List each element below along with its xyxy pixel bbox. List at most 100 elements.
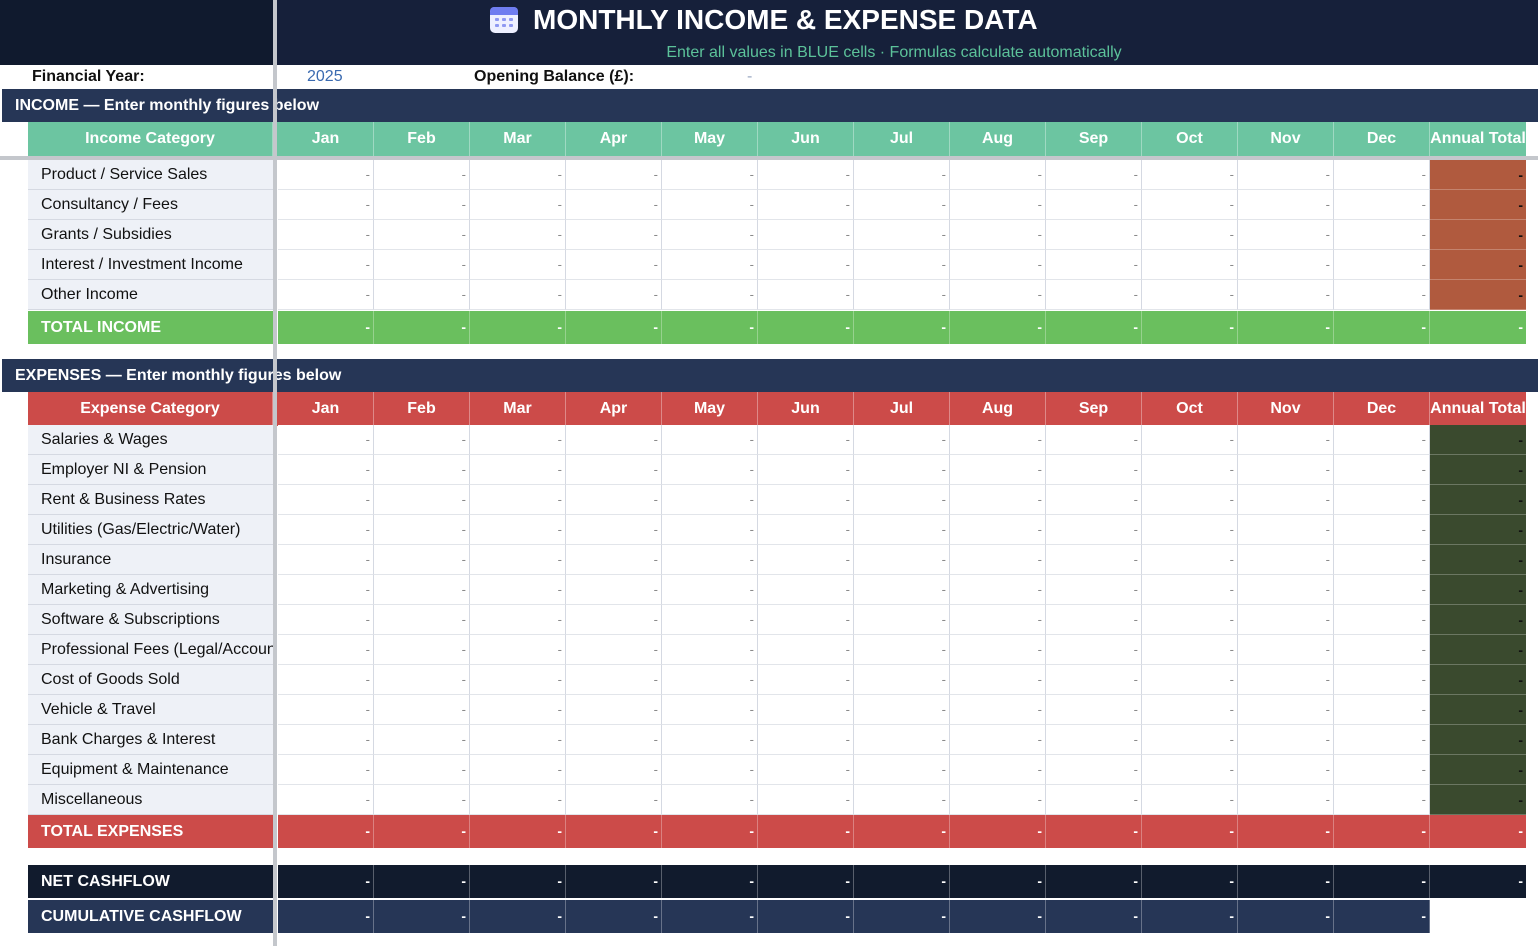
value-cell-nov[interactable]: - [1238, 425, 1334, 455]
value-cell-dec[interactable]: - [1334, 425, 1430, 455]
value-cell-sep[interactable]: - [1046, 605, 1142, 635]
value-cell-oct[interactable]: - [1142, 545, 1238, 575]
value-cell-feb[interactable]: - [374, 545, 470, 575]
value-cell-nov[interactable]: - [1238, 455, 1334, 485]
value-cell-dec[interactable]: - [1334, 695, 1430, 725]
value-cell-dec[interactable]: - [1334, 220, 1430, 250]
value-cell-jun[interactable]: - [758, 755, 854, 785]
value-cell-aug[interactable]: - [950, 515, 1046, 545]
value-cell-jan[interactable]: - [278, 755, 374, 785]
value-cell-aug[interactable]: - [950, 485, 1046, 515]
value-cell-apr[interactable]: - [566, 220, 662, 250]
value-cell-feb[interactable]: - [374, 515, 470, 545]
value-cell-oct[interactable]: - [1142, 725, 1238, 755]
value-cell-oct[interactable]: - [1142, 785, 1238, 815]
value-cell-sep[interactable]: - [1046, 575, 1142, 605]
value-cell-apr[interactable]: - [566, 515, 662, 545]
value-cell-dec[interactable]: - [1334, 755, 1430, 785]
value-cell-dec[interactable]: - [1334, 280, 1430, 310]
value-cell-jul[interactable]: - [854, 665, 950, 695]
value-cell-jan[interactable]: - [278, 455, 374, 485]
value-cell-dec[interactable]: - [1334, 455, 1430, 485]
value-cell-dec[interactable]: - [1334, 515, 1430, 545]
value-cell-nov[interactable]: - [1238, 515, 1334, 545]
value-cell-jul[interactable]: - [854, 425, 950, 455]
value-cell-apr[interactable]: - [566, 485, 662, 515]
value-cell-feb[interactable]: - [374, 695, 470, 725]
value-cell-jul[interactable]: - [854, 280, 950, 310]
value-cell-oct[interactable]: - [1142, 250, 1238, 280]
value-cell-may[interactable]: - [662, 455, 758, 485]
value-cell-nov[interactable]: - [1238, 605, 1334, 635]
value-cell-jan[interactable]: - [278, 485, 374, 515]
value-cell-sep[interactable]: - [1046, 250, 1142, 280]
value-cell-jan[interactable]: - [278, 220, 374, 250]
value-cell-sep[interactable]: - [1046, 665, 1142, 695]
value-cell-mar[interactable]: - [470, 160, 566, 190]
value-cell-nov[interactable]: - [1238, 190, 1334, 220]
value-cell-apr[interactable]: - [566, 250, 662, 280]
value-cell-mar[interactable]: - [470, 755, 566, 785]
value-cell-dec[interactable]: - [1334, 785, 1430, 815]
value-cell-may[interactable]: - [662, 425, 758, 455]
value-cell-may[interactable]: - [662, 160, 758, 190]
value-cell-jul[interactable]: - [854, 485, 950, 515]
value-cell-nov[interactable]: - [1238, 160, 1334, 190]
value-cell-nov[interactable]: - [1238, 635, 1334, 665]
value-cell-may[interactable]: - [662, 515, 758, 545]
value-cell-feb[interactable]: - [374, 575, 470, 605]
value-cell-aug[interactable]: - [950, 190, 1046, 220]
value-cell-may[interactable]: - [662, 755, 758, 785]
value-cell-feb[interactable]: - [374, 755, 470, 785]
frozen-row-divider[interactable] [0, 156, 1538, 160]
value-cell-apr[interactable]: - [566, 545, 662, 575]
value-cell-jun[interactable]: - [758, 220, 854, 250]
value-cell-jan[interactable]: - [278, 425, 374, 455]
value-cell-mar[interactable]: - [470, 220, 566, 250]
value-cell-nov[interactable]: - [1238, 545, 1334, 575]
value-cell-jul[interactable]: - [854, 695, 950, 725]
value-cell-dec[interactable]: - [1334, 545, 1430, 575]
value-cell-may[interactable]: - [662, 665, 758, 695]
value-cell-mar[interactable]: - [470, 545, 566, 575]
value-cell-sep[interactable]: - [1046, 755, 1142, 785]
value-cell-nov[interactable]: - [1238, 665, 1334, 695]
value-cell-mar[interactable]: - [470, 785, 566, 815]
value-cell-mar[interactable]: - [470, 190, 566, 220]
value-cell-may[interactable]: - [662, 250, 758, 280]
value-cell-oct[interactable]: - [1142, 755, 1238, 785]
value-cell-may[interactable]: - [662, 695, 758, 725]
value-cell-aug[interactable]: - [950, 635, 1046, 665]
value-cell-aug[interactable]: - [950, 280, 1046, 310]
value-cell-aug[interactable]: - [950, 725, 1046, 755]
value-cell-mar[interactable]: - [470, 725, 566, 755]
value-cell-jun[interactable]: - [758, 785, 854, 815]
value-cell-oct[interactable]: - [1142, 515, 1238, 545]
value-cell-mar[interactable]: - [470, 425, 566, 455]
value-cell-aug[interactable]: - [950, 695, 1046, 725]
value-cell-feb[interactable]: - [374, 190, 470, 220]
value-cell-aug[interactable]: - [950, 665, 1046, 695]
value-cell-sep[interactable]: - [1046, 725, 1142, 755]
value-cell-jul[interactable]: - [854, 190, 950, 220]
value-cell-jul[interactable]: - [854, 545, 950, 575]
value-cell-oct[interactable]: - [1142, 220, 1238, 250]
value-cell-jun[interactable]: - [758, 545, 854, 575]
value-cell-jul[interactable]: - [854, 605, 950, 635]
value-cell-jun[interactable]: - [758, 280, 854, 310]
value-cell-feb[interactable]: - [374, 725, 470, 755]
value-cell-may[interactable]: - [662, 220, 758, 250]
value-cell-dec[interactable]: - [1334, 575, 1430, 605]
value-cell-jan[interactable]: - [278, 695, 374, 725]
value-cell-jun[interactable]: - [758, 250, 854, 280]
value-cell-jan[interactable]: - [278, 190, 374, 220]
value-cell-oct[interactable]: - [1142, 605, 1238, 635]
value-cell-apr[interactable]: - [566, 665, 662, 695]
value-cell-jan[interactable]: - [278, 545, 374, 575]
value-cell-may[interactable]: - [662, 485, 758, 515]
value-cell-feb[interactable]: - [374, 220, 470, 250]
value-cell-jul[interactable]: - [854, 160, 950, 190]
value-cell-sep[interactable]: - [1046, 635, 1142, 665]
value-cell-jul[interactable]: - [854, 725, 950, 755]
value-cell-aug[interactable]: - [950, 785, 1046, 815]
